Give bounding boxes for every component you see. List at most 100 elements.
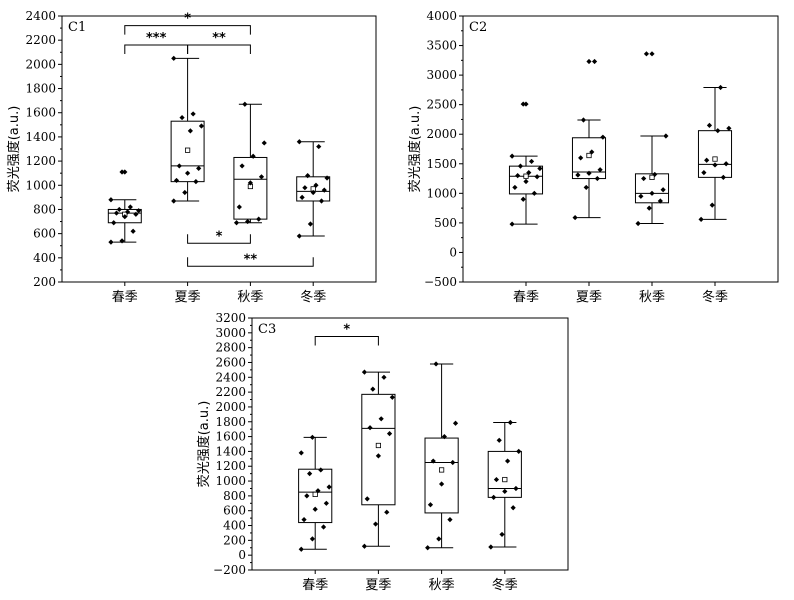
data-point [515,173,521,179]
box-1 [298,434,333,552]
y-tick-label: 500 [434,216,457,230]
significance-label: *** [146,31,167,46]
data-point [583,184,589,191]
data-point [122,214,128,220]
mean-marker [712,156,718,162]
data-point [185,170,191,176]
data-point [646,205,652,211]
data-point [119,169,125,175]
data-point [433,361,439,367]
data-point [512,184,518,191]
data-point [133,211,139,217]
data-point [236,204,242,210]
data-point [649,190,655,196]
data-point [113,210,120,216]
data-point [171,198,177,204]
y-tick-label: 3500 [426,39,457,53]
data-point [575,172,581,178]
y-tick-label: 1400 [215,444,246,458]
y-tick-label: 3000 [426,68,457,82]
data-point [299,194,305,200]
mean-marker [586,152,592,159]
significance-bracket: * [124,12,251,35]
data-point [176,163,182,169]
data-point [182,189,188,196]
mean-marker [438,467,445,473]
data-point [245,218,251,225]
data-point [108,239,114,245]
data-point [258,174,265,180]
data-point [304,493,310,499]
mean-marker [184,147,191,153]
bracket-line [314,336,379,346]
data-point [361,543,368,549]
y-tick-label: −500 [424,275,457,289]
data-point [425,545,431,551]
iqr-box [298,468,333,524]
chart-panel-3: −200020040060080010001200140016001800200… [196,311,569,593]
y-tick-label: 2200 [215,385,246,399]
panel-label: C3 [258,322,276,337]
data-point [247,180,253,186]
data-point [509,153,515,159]
x-tick-label: 夏季 [576,290,602,305]
data-point [233,220,240,226]
data-point [318,467,324,473]
x-tick-label: 夏季 [175,290,201,305]
data-point [298,546,304,552]
data-point [528,158,535,165]
y-tick-label: 200 [223,533,246,547]
outlier-point [649,51,655,57]
y-tick-label: 3200 [215,311,246,325]
mean-marker [312,491,318,498]
y-tick-label: 600 [33,227,56,241]
data-point [436,536,442,542]
outlier-point [586,58,592,65]
significance-label: * [343,323,350,338]
data-point [361,369,368,375]
box-4 [296,139,331,239]
mean-marker [649,174,655,180]
data-point [597,167,603,173]
data-point [378,416,384,422]
mean-marker [502,476,508,483]
y-tick-label: 800 [33,202,56,216]
data-point [370,386,376,392]
data-point [324,175,330,181]
data-point [491,494,497,500]
y-tick-label: 2500 [426,98,457,112]
data-point [723,161,729,167]
y-tick-label: 1000 [426,186,457,200]
data-point [706,122,713,128]
y-tick-label: 1000 [215,474,246,488]
data-point [726,125,732,131]
data-point [701,170,707,176]
y-axis-label: 荧光强度(a.u.) [196,401,212,488]
data-point [389,394,395,400]
data-point [261,140,267,146]
box-1 [107,169,142,245]
data-point [641,175,647,182]
data-point [310,189,316,196]
data-point [594,175,600,182]
y-tick-label: 1500 [426,157,457,171]
data-point [660,187,666,193]
iqr-box [634,173,670,204]
bracket-line [187,44,251,55]
iqr-box [233,156,268,220]
x-tick-label: 春季 [513,290,539,305]
data-point [305,173,311,179]
data-point [520,101,526,107]
data-point [384,509,390,515]
y-tick-label: 1600 [215,430,246,444]
x-tick-label: 冬季 [702,289,728,305]
data-point [439,481,445,487]
data-point [580,117,587,123]
box-3 [424,361,459,551]
y-tick-label: 1200 [215,459,246,473]
data-point [187,128,193,134]
mean-marker [375,442,382,449]
outlier-point [523,101,529,107]
iqr-box [697,130,733,178]
plot-frame [462,15,779,283]
